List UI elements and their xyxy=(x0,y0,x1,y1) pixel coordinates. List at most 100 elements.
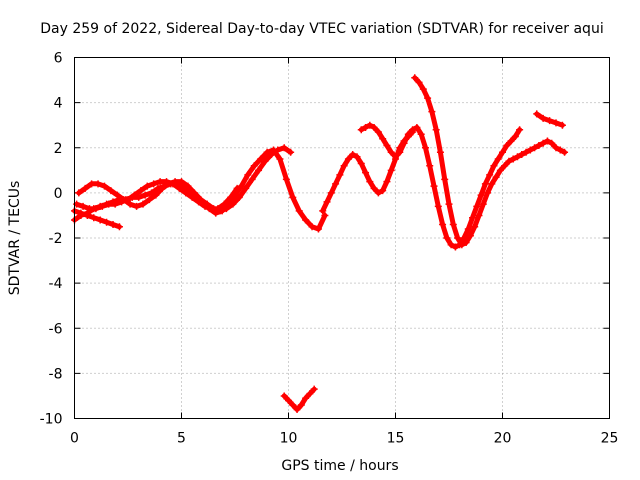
data-point xyxy=(321,211,329,219)
data-point xyxy=(430,182,438,190)
data-point xyxy=(552,119,560,127)
data-point xyxy=(535,141,543,149)
data-point xyxy=(449,220,457,228)
series-line xyxy=(320,129,416,214)
data-point xyxy=(392,153,399,161)
data-point xyxy=(201,202,209,210)
data-point xyxy=(424,94,432,102)
data-point xyxy=(357,160,365,168)
data-point xyxy=(100,182,108,190)
data-point xyxy=(484,189,492,197)
x-tick-label: 10 xyxy=(280,431,298,447)
data-point xyxy=(109,220,117,228)
data-point xyxy=(250,162,258,170)
data-point xyxy=(357,126,365,134)
data-point xyxy=(81,184,89,192)
data-point xyxy=(366,178,374,186)
data-point xyxy=(488,180,496,188)
data-point xyxy=(195,198,203,206)
data-point xyxy=(387,148,395,156)
data-point xyxy=(513,153,521,161)
data-point xyxy=(233,184,241,192)
data-point xyxy=(178,178,185,186)
data-point xyxy=(561,148,569,156)
data-point xyxy=(156,178,164,186)
data-point xyxy=(539,114,547,122)
data-point xyxy=(511,132,519,140)
y-tick-label: 2 xyxy=(54,141,63,157)
data-point xyxy=(332,180,340,188)
data-point xyxy=(182,189,190,197)
data-point xyxy=(353,153,361,161)
data-point xyxy=(486,171,494,179)
y-tick-label: -6 xyxy=(49,321,63,337)
data-point xyxy=(432,126,440,134)
data-point xyxy=(340,162,348,170)
data-point xyxy=(158,184,166,192)
data-point xyxy=(370,123,378,131)
data-point xyxy=(379,187,387,195)
data-point xyxy=(263,148,271,156)
data-point xyxy=(477,191,485,199)
chart-grid xyxy=(74,57,610,419)
data-point xyxy=(115,223,123,231)
data-point xyxy=(255,166,263,174)
data-point xyxy=(98,202,106,210)
data-point xyxy=(503,141,511,149)
data-point xyxy=(90,214,98,222)
y-tick-label: -4 xyxy=(49,276,63,292)
data-point xyxy=(558,121,566,129)
data-point xyxy=(257,155,265,163)
data-point xyxy=(323,198,331,206)
data-point xyxy=(441,175,449,183)
data-point xyxy=(462,239,470,247)
data-point xyxy=(344,155,352,163)
data-point xyxy=(518,151,526,159)
axis-tick-labels: 0 5 10 15 20 25 -10 -8 -6 -4 -2 0 2 4 6 xyxy=(40,51,619,447)
data-point xyxy=(548,139,556,147)
data-point xyxy=(175,184,183,192)
data-point xyxy=(143,182,151,190)
x-tick-label: 5 xyxy=(177,431,186,447)
data-point xyxy=(404,130,412,138)
data-point xyxy=(289,193,297,201)
data-point xyxy=(77,209,85,217)
data-point xyxy=(494,155,502,163)
series-track-8 xyxy=(411,74,569,249)
x-axis-label: GPS time / hours xyxy=(281,458,398,474)
series-track-5 xyxy=(280,385,318,413)
data-point xyxy=(539,139,547,147)
data-point xyxy=(310,385,318,393)
series-track-2 xyxy=(75,144,295,215)
data-point xyxy=(464,225,472,233)
data-point xyxy=(327,189,335,197)
series-track-6 xyxy=(319,128,417,215)
data-point xyxy=(374,128,382,136)
x-tick-label: 15 xyxy=(387,431,405,447)
data-point xyxy=(248,175,256,183)
data-point xyxy=(220,200,228,208)
data-point xyxy=(79,202,87,210)
data-point xyxy=(374,189,382,197)
data-point xyxy=(141,191,149,199)
data-point xyxy=(443,234,451,242)
data-point xyxy=(111,200,119,208)
data-point xyxy=(190,189,198,197)
plot-frame xyxy=(74,57,610,419)
data-point xyxy=(411,74,419,82)
x-tick-label: 20 xyxy=(494,431,512,447)
data-point xyxy=(280,392,288,400)
data-point xyxy=(531,144,539,152)
data-point xyxy=(505,157,513,165)
data-point xyxy=(507,137,515,145)
data-point xyxy=(287,148,295,156)
data-point xyxy=(145,196,153,204)
data-point xyxy=(421,144,429,152)
data-point xyxy=(222,205,230,213)
series-track-7 xyxy=(357,121,524,251)
data-point xyxy=(533,110,541,118)
data-point xyxy=(349,151,357,159)
data-point xyxy=(466,232,474,240)
data-point xyxy=(124,196,132,204)
